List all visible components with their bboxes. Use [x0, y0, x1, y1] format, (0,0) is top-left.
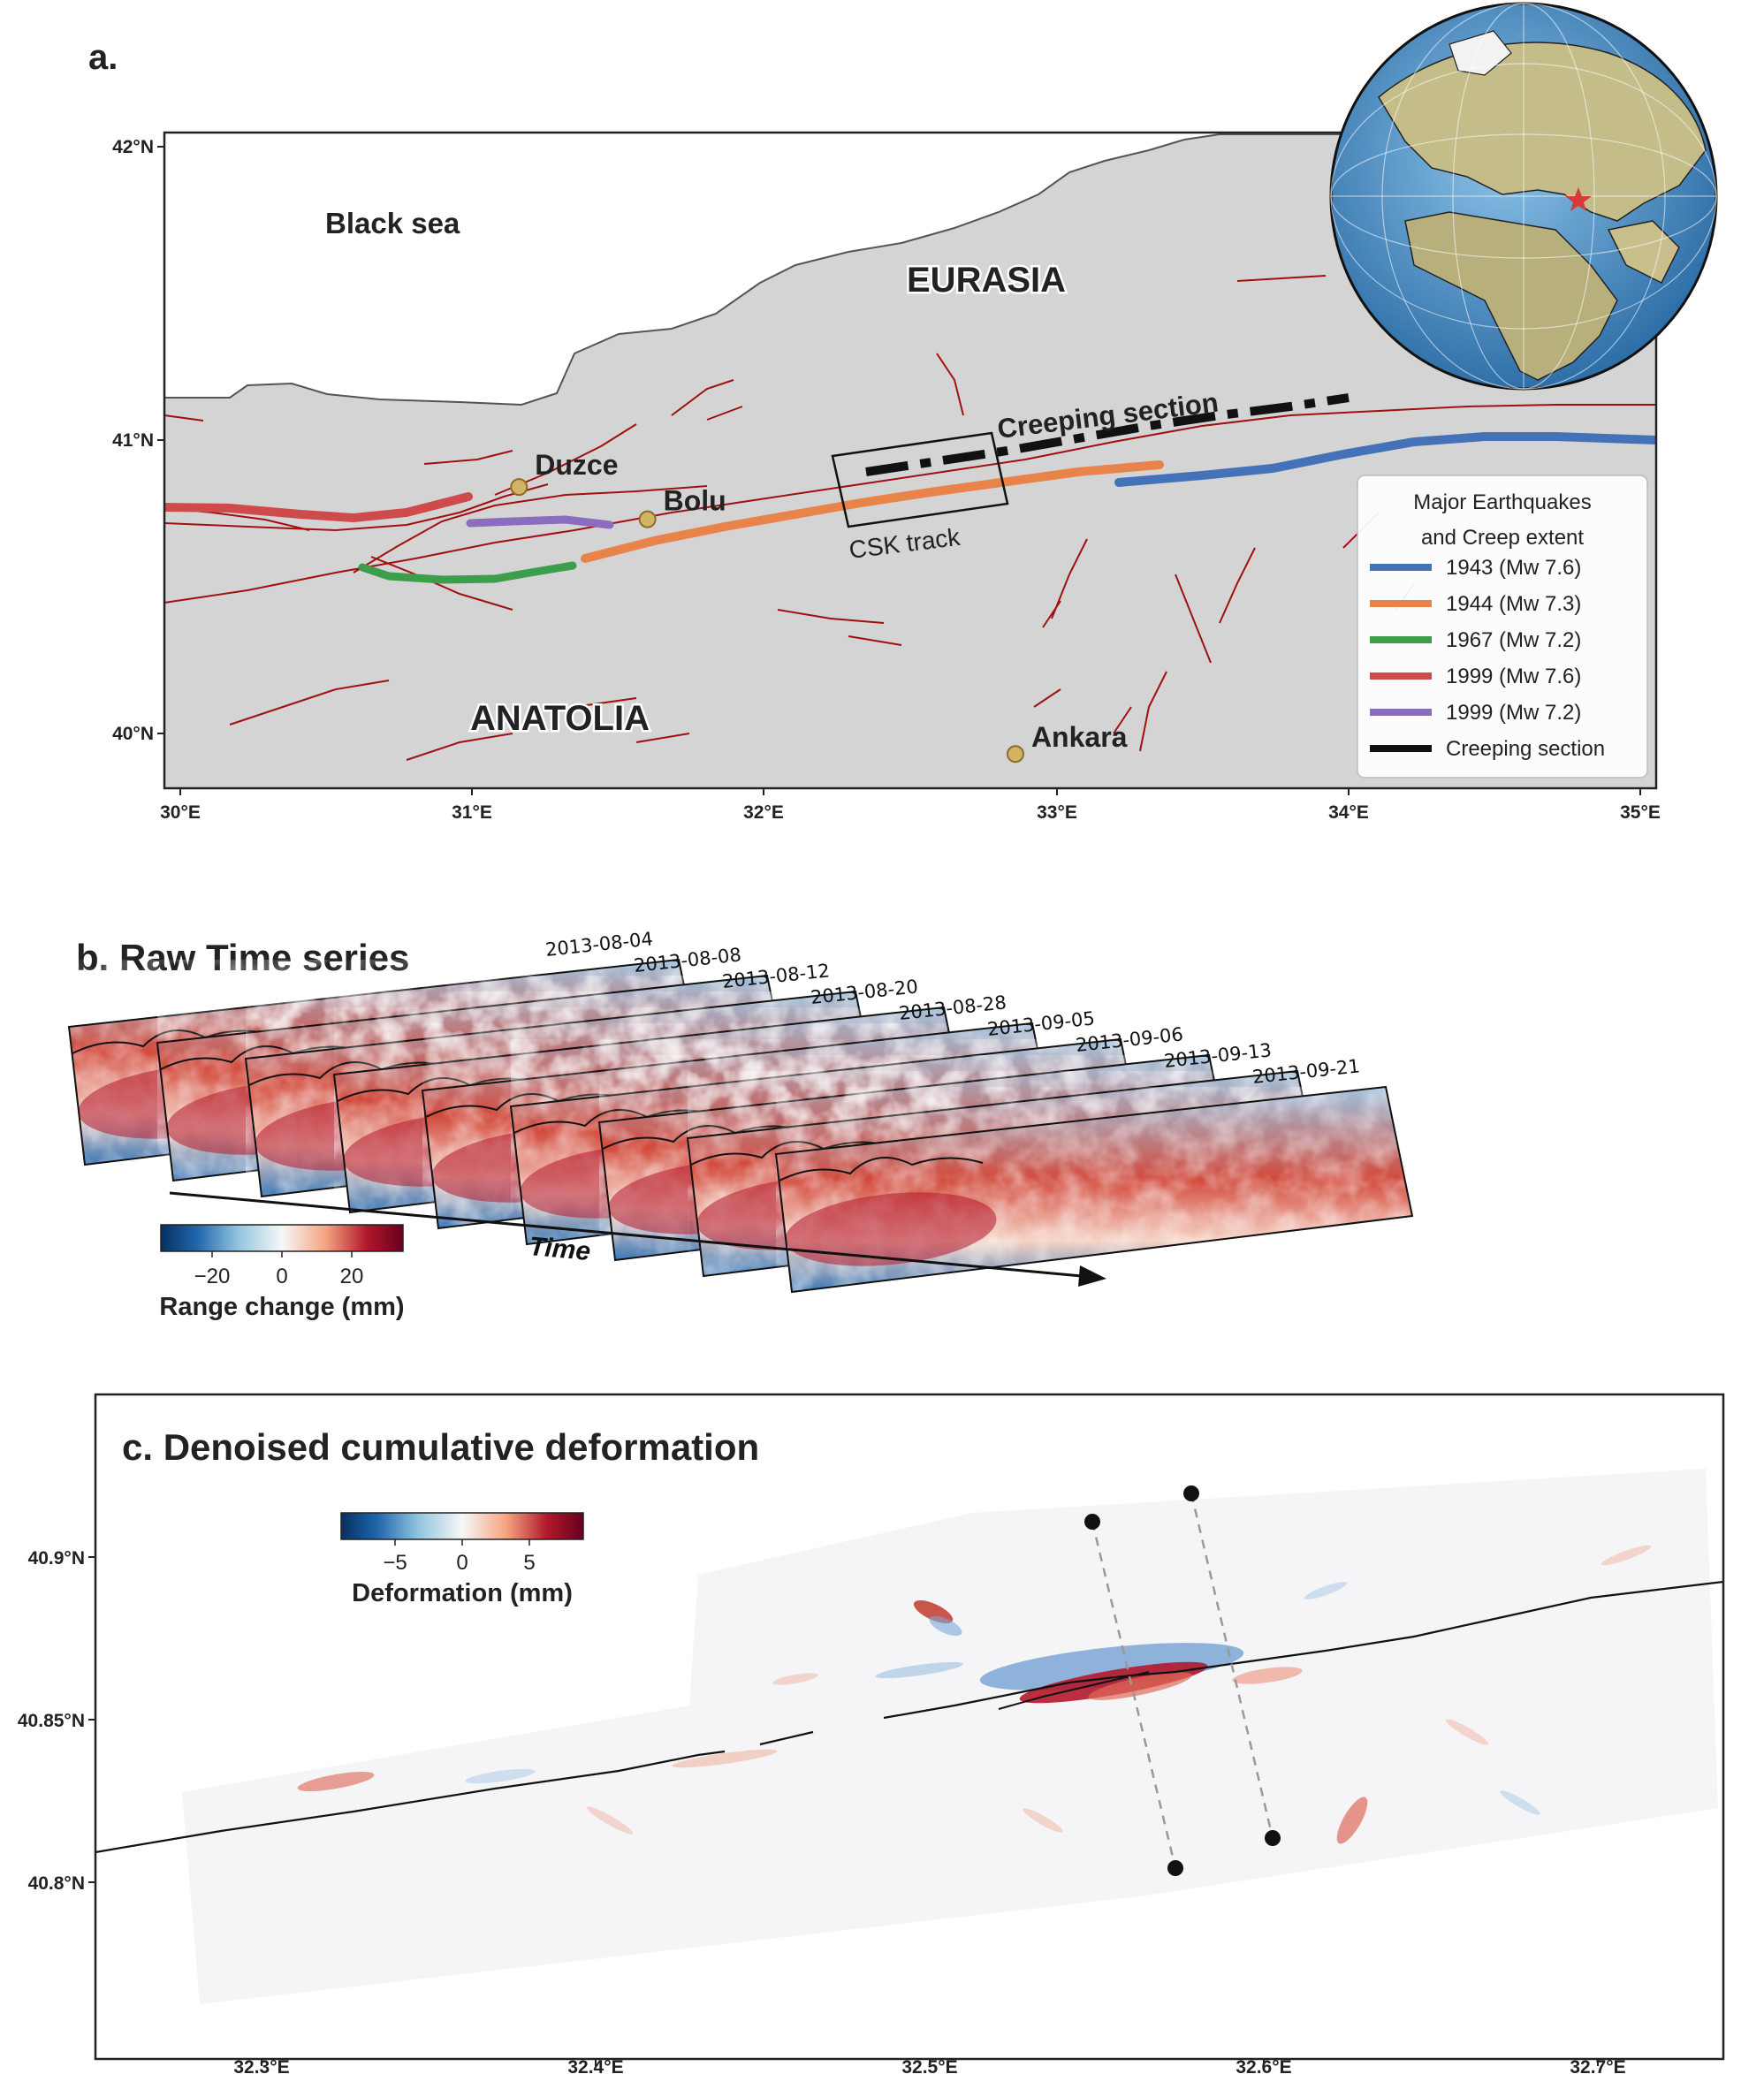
legend-label-0: 1943 (Mw 7.6)	[1446, 556, 1581, 580]
city-marker-bolu	[638, 510, 657, 528]
c-lon-tick-327: 32.7°E	[1570, 2057, 1625, 2074]
frame-border-8	[774, 1085, 1414, 1294]
deformation-map	[95, 1469, 1723, 2004]
city-marker-duzce	[510, 478, 528, 497]
city-marker-ankara	[1006, 745, 1024, 764]
colorbar-b-tick-0: 0	[276, 1265, 287, 1288]
colorbar-b-tick-neg20: −20	[194, 1265, 231, 1288]
city-label-ankara: Ankara	[1031, 721, 1128, 753]
sea-label: Black sea	[325, 207, 460, 239]
cities-layer: Duzce Bolu Ankara	[510, 449, 1128, 764]
frame-contour-1	[160, 1045, 365, 1070]
map-frame-c	[94, 1393, 1725, 2061]
fault-trace	[95, 1580, 1723, 1854]
rupture-1967	[358, 561, 577, 584]
map-frame-a	[163, 131, 1658, 790]
fault-trace-splay	[998, 1671, 1150, 1710]
lon-tick-33: 33°E	[1037, 802, 1077, 823]
legend-box	[1357, 475, 1648, 779]
globe-location-star	[1565, 187, 1592, 211]
globe-inset	[1329, 2, 1718, 391]
frame-contour-0	[72, 1029, 277, 1054]
deformation-swath	[182, 1469, 1718, 2004]
legend-title-1: Major Earthquakes	[1413, 490, 1591, 514]
rupture-1999-mw76	[164, 492, 473, 523]
legend-label-3: 1999 (Mw 7.6)	[1446, 665, 1581, 688]
profile-1-end	[1167, 1860, 1183, 1876]
legend-label-2: 1967 (Mw 7.2)	[1446, 628, 1581, 652]
frame-contour-8	[779, 1157, 984, 1181]
c-lat-tick-408: 40.8°N	[28, 1873, 85, 1894]
frame-2013-09-21: 2013-09-21	[774, 1055, 1414, 1294]
c-lon-tick-325: 32.5°E	[901, 2057, 957, 2074]
legend-entries: 1943 (Mw 7.6) 1944 (Mw 7.3) 1967 (Mw 7.2) 1…	[1370, 556, 1605, 761]
colorbar-b-tick-20: 20	[340, 1265, 364, 1288]
colorbar-c-tick-neg5: −5	[383, 1551, 407, 1575]
lat-tick-42: 42°N	[112, 137, 154, 157]
c-lat-tick-4085: 40.85°N	[18, 1711, 85, 1731]
time-label: Time	[528, 1232, 591, 1266]
panel-b-label: b. Raw Time series	[76, 937, 409, 978]
frame-contour-5	[513, 1109, 719, 1134]
colorbar-b	[160, 1224, 404, 1252]
deformation-anomalies	[297, 1545, 1652, 1844]
panel-a-label: a.	[88, 38, 118, 77]
lon-tick-31: 31°E	[452, 802, 492, 823]
profile-line-2	[1190, 1493, 1274, 1839]
lon-tick-34: 34°E	[1328, 802, 1369, 823]
globe-graticule	[1330, 3, 1717, 390]
time-arrow	[169, 1191, 1083, 1278]
legend-panel-a: Major Earthquakes and Creep extent 1943 …	[1357, 475, 1648, 779]
panel-c-label: c. Denoised cumulative deformation	[122, 1426, 759, 1468]
lat-tick-40: 40°N	[112, 724, 154, 744]
interferogram-stack: 2013-08-042013-08-082013-08-122013-08-20…	[67, 928, 1414, 1294]
city-label-bolu: Bolu	[664, 485, 726, 517]
legend-label-5: Creeping section	[1446, 737, 1605, 761]
anatolia-label: ANATOLIA	[470, 699, 650, 738]
creeping-section-line	[865, 393, 1350, 476]
time-arrow-head	[1078, 1265, 1106, 1287]
legend-label-4: 1999 (Mw 7.2)	[1446, 701, 1581, 725]
colorbar-c	[340, 1512, 584, 1540]
colorbar-b-label: Range change (mm)	[159, 1293, 404, 1321]
colorbar-c-label: Deformation (mm)	[352, 1579, 573, 1607]
c-lon-tick-324: 32.4°E	[567, 2057, 623, 2074]
colorbar-c-tick-5: 5	[523, 1551, 535, 1575]
c-lat-tick-409: 40.9°N	[28, 1548, 85, 1569]
colorbar-b-ticks	[211, 1251, 353, 1257]
legend-title-2: and Creep extent	[1421, 526, 1584, 550]
profile-1-start	[1084, 1514, 1100, 1530]
land-area	[164, 133, 1656, 788]
eurasia-label: EURASIA	[907, 261, 1066, 300]
lat-tick-41: 41°N	[112, 430, 154, 451]
colorbar-c-tick-0: 0	[456, 1551, 468, 1575]
frame-contour-7	[690, 1141, 895, 1166]
colorbar-c-ticks	[394, 1539, 530, 1546]
profile-2-end	[1265, 1830, 1281, 1846]
lon-tick-32: 32°E	[743, 802, 784, 823]
csk-track-box	[831, 431, 1009, 528]
legend-label-1: 1944 (Mw 7.3)	[1446, 592, 1581, 616]
frame-contour-4	[425, 1093, 630, 1118]
lon-tick-35: 35°E	[1620, 802, 1661, 823]
rupture-1943	[1114, 432, 1656, 487]
rupture-1999-mw72	[466, 515, 614, 529]
c-lon-tick-323: 32.3°E	[233, 2057, 289, 2074]
frame-contour-6	[602, 1125, 807, 1150]
lon-tick-30: 30°E	[160, 802, 201, 823]
city-label-duzce: Duzce	[535, 449, 618, 481]
profile-line-1	[1091, 1521, 1177, 1869]
panel-a-axes	[157, 146, 1641, 795]
c-lon-tick-326: 32.6°E	[1236, 2057, 1291, 2074]
frame-anomaly-8	[785, 1192, 997, 1266]
panel-c-axes	[88, 1556, 1599, 2066]
frame-contour-3	[337, 1077, 542, 1102]
rupture-1944	[581, 460, 1164, 563]
frame-contour-2	[248, 1061, 453, 1086]
profile-2-start	[1183, 1485, 1199, 1501]
